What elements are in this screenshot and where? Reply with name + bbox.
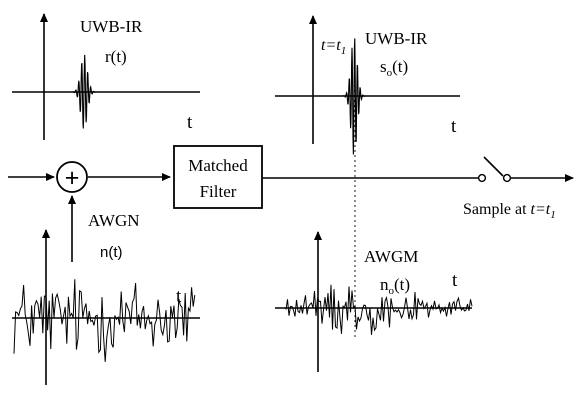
input-noise-plot: AWGN n(t) t xyxy=(12,211,200,385)
sampler-switch xyxy=(477,156,574,183)
matched-filter-label-line1: Matched xyxy=(188,156,248,175)
input-pulse-plot: UWB-IR r(t) t xyxy=(12,13,200,140)
sampler-label: Sample at t=t1 xyxy=(463,201,556,221)
input-pulse-signal-label: r(t) xyxy=(105,47,127,66)
matched-filter-box xyxy=(173,145,263,209)
output-noise-title: AWGM xyxy=(364,247,418,266)
output-pulse-waveform xyxy=(330,38,385,155)
output-pulse-title: UWB-IR xyxy=(365,29,428,48)
input-noise-t-axis-label: t xyxy=(176,286,182,307)
output-pulse-signal-label: so(t) xyxy=(380,57,408,79)
matched-filter-label-line2: Filter xyxy=(200,182,237,201)
matched-filter-block: Matched Filter xyxy=(173,145,263,209)
input-pulse-t-axis-label: t xyxy=(187,112,193,133)
output-pulse-t-axis-label: t xyxy=(451,116,457,137)
input-noise-waveform xyxy=(13,279,196,362)
output-pulse-time-marker: t=t1 xyxy=(321,37,346,57)
input-pulse-title: UWB-IR xyxy=(80,17,143,36)
adder-node: + xyxy=(56,161,88,193)
input-noise-title: AWGN xyxy=(88,211,140,230)
signal-chain: + Matched Filter Sample at t=t1 xyxy=(8,145,574,221)
input-pulse-waveform xyxy=(60,54,115,129)
adder-circle xyxy=(56,161,88,193)
output-pulse-plot: t=t1 UWB-IR so(t) t xyxy=(275,15,460,155)
input-noise-signal-label: n(t) xyxy=(100,244,123,261)
output-noise-t-axis-label: t xyxy=(452,270,458,291)
output-noise-waveform xyxy=(285,284,473,335)
sampler-left-contact xyxy=(477,173,487,183)
output-noise-plot: AWGM no(t) t xyxy=(275,231,473,372)
output-noise-signal-label: no(t) xyxy=(380,275,410,297)
sampler-switch-arm xyxy=(483,156,504,177)
sampler-right-contact xyxy=(502,173,512,183)
adder-symbol: + xyxy=(65,164,80,192)
